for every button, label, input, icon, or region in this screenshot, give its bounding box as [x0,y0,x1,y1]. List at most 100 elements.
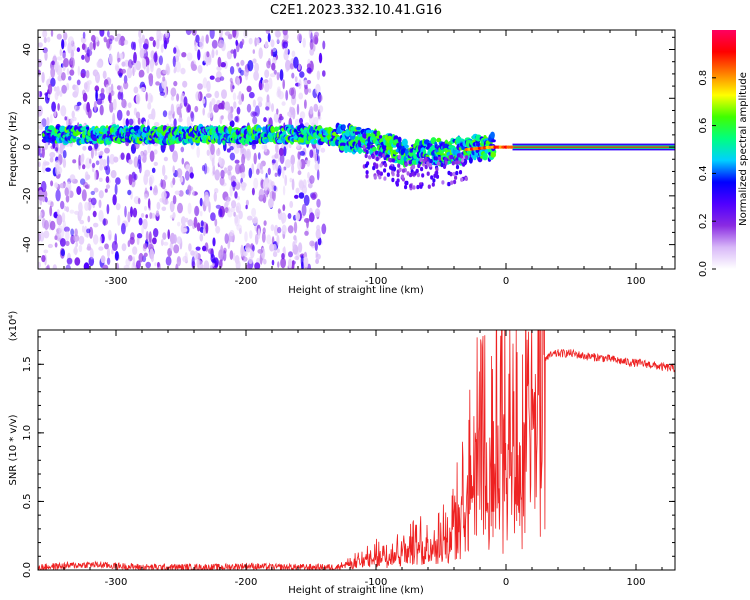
heat-cell [154,262,157,267]
heat-cell [145,261,151,269]
heat-cell [145,214,148,219]
heat-cell [264,82,270,93]
heat-cell [317,155,320,165]
heat-cell [422,162,426,167]
heat-cell [126,67,133,79]
heat-cell [61,212,66,223]
heat-cell [218,39,225,49]
heat-cell [314,31,319,38]
heat-cell [66,68,70,76]
heat-cell [162,76,166,82]
heat-cell [275,159,278,172]
heat-cell [435,174,440,179]
heat-cell [137,117,141,125]
heat-cell [99,92,106,101]
heat-cell [279,69,284,81]
heat-cell [137,154,142,165]
heat-cell [181,228,188,233]
heat-cell [135,60,141,71]
heat-cell [132,207,138,218]
heat-cell [282,247,286,254]
heat-cell [143,173,149,186]
heat-cell [426,161,430,166]
heat-cell [224,233,229,245]
heat-cell [293,221,298,234]
heat-cell [465,155,469,160]
heat-cell [258,47,263,59]
heat-cell [130,232,135,241]
heat-cell [162,164,166,177]
heat-cell [398,167,402,172]
heat-cell [76,101,82,106]
heat-cell [81,43,86,50]
heat-cell [385,154,390,158]
heat-cell [215,225,221,234]
heat-cell [270,224,275,232]
heat-cell [226,200,230,206]
heat-cell [509,145,514,149]
heat-cell [145,91,148,102]
heat-cell [314,36,319,45]
heat-cell [383,176,387,181]
heat-cell [80,73,86,78]
heat-cell [257,152,261,160]
heat-cell [180,146,185,153]
heat-cell [276,234,280,246]
heat-cell [151,108,156,120]
heat-cell [455,170,459,176]
heat-cell [236,77,241,86]
heat-cell [295,250,300,261]
heat-cell [115,262,120,269]
heat-cell [176,168,183,178]
heat-cell [490,151,497,158]
heat-cell [39,153,43,158]
heat-cell [104,166,108,171]
heat-cell [143,252,148,257]
heat-cell [76,79,81,86]
heat-cell [212,237,216,247]
heat-cell [42,30,48,38]
heat-cell [287,111,291,117]
heat-cell [224,101,231,111]
heat-cell [98,190,104,199]
heat-cell [188,243,192,252]
heat-cell [277,208,281,214]
colorbar-tick-label: 0.0 [698,261,709,277]
heat-cell [248,91,255,99]
heat-cell [282,204,286,212]
heat-cell [148,73,154,82]
heat-cell [262,178,269,191]
heat-cell [241,38,245,46]
heat-cell [59,238,66,247]
heat-cell [264,69,270,78]
heat-cell [135,93,141,105]
heat-cell [43,230,50,239]
heat-cell [304,218,310,223]
heat-cell [315,251,319,258]
heat-cell [123,39,129,45]
heat-cell [146,65,150,74]
heat-cell [273,112,280,123]
heat-cell [231,200,237,209]
heat-cell [168,110,172,116]
heat-cell [240,59,245,66]
heat-cell [309,240,315,247]
heat-cell [147,198,151,209]
heat-cell [257,96,263,103]
heat-cell [107,30,110,38]
heat-cell [86,228,91,234]
heat-cell [120,152,125,160]
heat-cell [82,225,85,233]
heat-cell [56,85,60,97]
heat-cell [176,236,182,245]
heat-cell [271,159,276,164]
heat-cell [176,106,182,116]
x-tick-label: 100 [626,276,645,287]
heat-cell [205,93,212,98]
heat-cell [118,72,123,78]
figure-title: C2E1.2023.332.10.41.G16 [270,3,442,18]
heat-cell [107,94,111,102]
heat-cell [404,184,408,190]
heat-cell [45,167,51,172]
heat-cell [74,257,81,266]
